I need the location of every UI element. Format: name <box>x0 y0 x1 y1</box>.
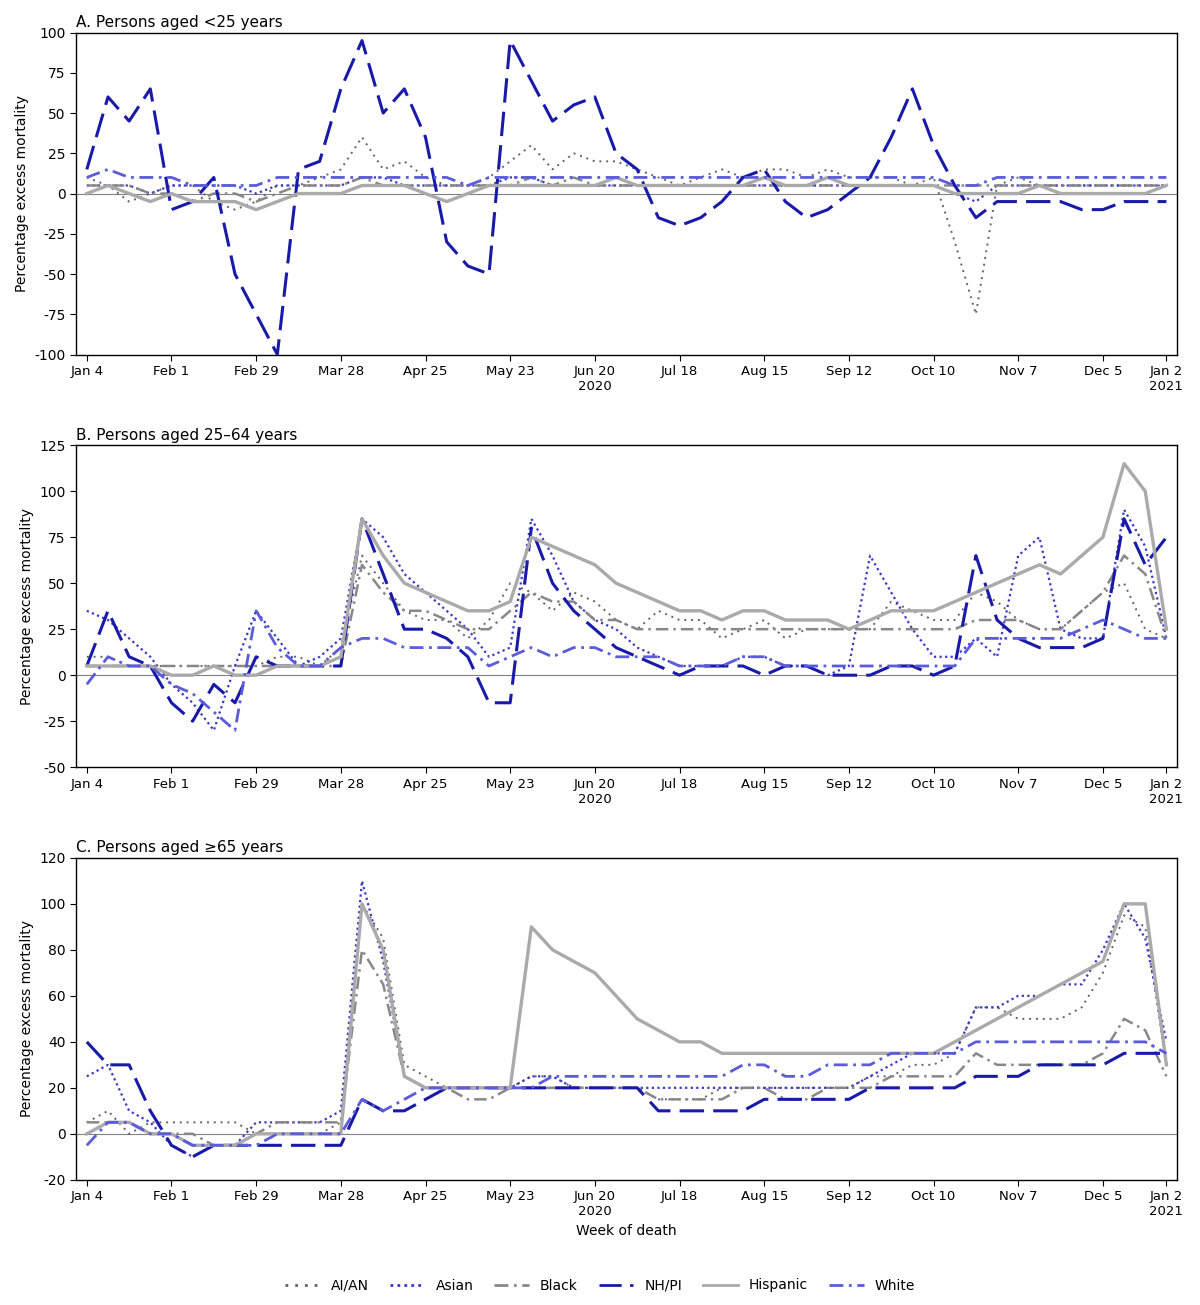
Text: C. Persons aged ≥65 years: C. Persons aged ≥65 years <box>77 840 283 855</box>
Y-axis label: Percentage excess mortality: Percentage excess mortality <box>20 920 34 1117</box>
Text: A. Persons aged <25 years: A. Persons aged <25 years <box>77 14 283 30</box>
Y-axis label: Percentage excess mortality: Percentage excess mortality <box>20 508 34 705</box>
Legend: AI/AN, Asian, Black, NH/PI, Hispanic, White: AI/AN, Asian, Black, NH/PI, Hispanic, Wh… <box>280 1272 920 1298</box>
Y-axis label: Percentage excess mortality: Percentage excess mortality <box>14 95 29 292</box>
Text: B. Persons aged 25–64 years: B. Persons aged 25–64 years <box>77 428 298 442</box>
X-axis label: Week of death: Week of death <box>576 1224 677 1238</box>
